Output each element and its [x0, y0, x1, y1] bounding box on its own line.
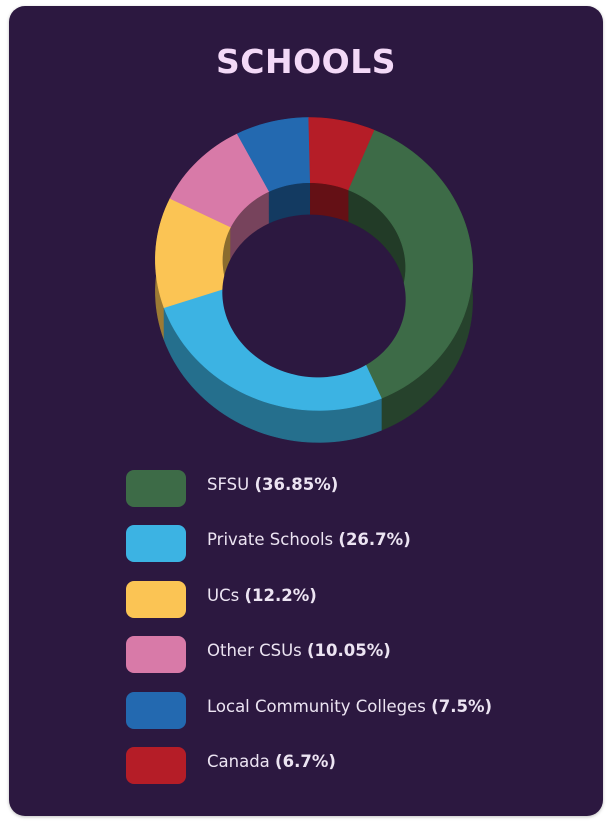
legend-category: Local Community Colleges: [207, 696, 426, 716]
chart-legend: SFSU (36.85%) Private Schools (26.7%) UCs …: [126, 468, 566, 800]
legend-item-local-community-colleges[interactable]: Local Community Colleges (7.5%): [126, 690, 566, 745]
legend-label: SFSU (36.85%): [207, 475, 338, 494]
legend-category: SFSU: [207, 475, 250, 494]
legend-swatch: [126, 636, 186, 674]
legend-swatch: [126, 525, 186, 563]
legend-category: Canada: [207, 751, 270, 771]
legend-swatch: [126, 691, 186, 729]
legend-percent: (10.05%): [307, 641, 391, 661]
chart-title: SCHOOLS: [215, 42, 396, 81]
legend-label: Private Schools (26.7%): [207, 530, 411, 549]
legend-label: UCs (12.2%): [207, 586, 317, 605]
legend-category: Other CSUs: [207, 641, 302, 661]
legend-item-other-csus[interactable]: Other CSUs (10.05%): [126, 634, 566, 689]
donut-hole: [222, 214, 406, 378]
donut-slice-canada[interactable]: [308, 117, 375, 191]
legend-label: Local Community Colleges (7.5%): [207, 697, 492, 716]
legend-category: Private Schools: [207, 530, 334, 550]
legend-swatch: [126, 746, 186, 784]
legend-category: UCs: [207, 585, 240, 605]
legend-swatch: [126, 580, 186, 618]
chart-card: SCHOOLS SFSU (36.85%) Private Schools (26…: [9, 6, 603, 816]
legend-label: Canada (6.7%): [207, 752, 336, 771]
legend-percent: (7.5%): [431, 696, 493, 716]
legend-item-sfsu[interactable]: SFSU (36.85%): [126, 468, 566, 523]
legend-percent: (36.85%): [254, 475, 339, 494]
legend-item-canada[interactable]: Canada (6.7%): [126, 745, 566, 800]
legend-swatch: [126, 470, 186, 507]
legend-percent: (12.2%): [244, 585, 317, 605]
legend-item-private-schools[interactable]: Private Schools (26.7%): [126, 523, 566, 578]
donut-chart: [155, 117, 473, 443]
legend-percent: (6.7%): [275, 751, 336, 771]
legend-item-ucs[interactable]: UCs (12.2%): [126, 579, 566, 634]
legend-label: Other CSUs (10.05%): [207, 641, 391, 660]
legend-percent: (26.7%): [338, 530, 411, 550]
